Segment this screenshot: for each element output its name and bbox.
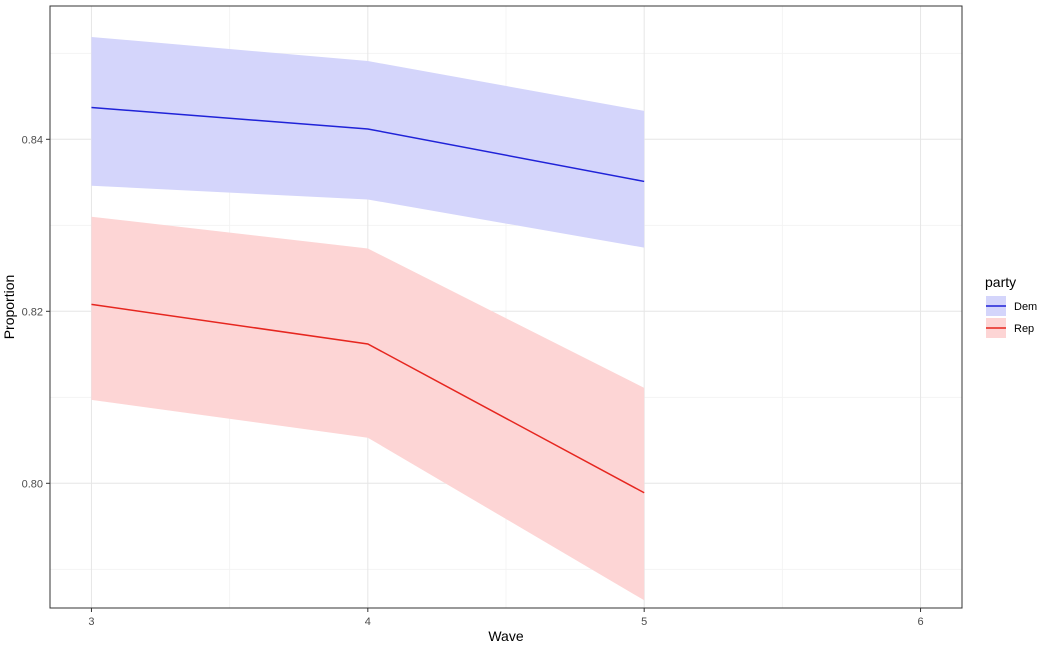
line-rep [91, 303, 645, 494]
ribbon-rep [91, 216, 645, 601]
ribbon-dem [91, 36, 645, 248]
y-axis-title: Proportion [1, 275, 17, 340]
x-tick-label: 5 [641, 616, 647, 628]
confidence-ribbons [91, 36, 645, 601]
legend-label-dem: Dem [1014, 301, 1037, 313]
legend: party Dem Rep [985, 274, 1037, 338]
x-axis-ticks: 3 4 5 6 [88, 608, 924, 628]
x-tick-label: 4 [365, 616, 371, 628]
y-tick-label: 0.82 [22, 306, 43, 318]
panel-border [49, 5, 963, 609]
x-tick-label: 3 [88, 616, 94, 628]
legend-label-rep: Rep [1014, 323, 1034, 335]
y-axis-ticks: 0.80 0.82 0.84 [22, 134, 50, 490]
y-tick-label: 0.84 [22, 134, 43, 146]
y-tick-label: 0.80 [22, 478, 43, 490]
x-axis-title: Wave [488, 628, 523, 644]
legend-title: party [985, 274, 1016, 290]
x-tick-label: 6 [917, 616, 923, 628]
series-lines [91, 106, 645, 494]
line-dem [91, 106, 645, 183]
